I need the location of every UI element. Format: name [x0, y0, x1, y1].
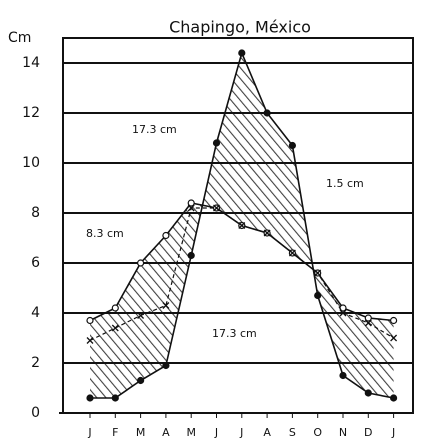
annotation: 8.3 cm — [86, 227, 124, 240]
point — [137, 376, 145, 385]
point — [111, 324, 119, 332]
y-tick-label: 8 — [31, 205, 40, 221]
point — [137, 259, 145, 267]
plot-frame — [62, 37, 414, 414]
x-tick-label: D — [364, 426, 372, 439]
point — [263, 109, 271, 117]
point — [162, 231, 170, 240]
point — [390, 316, 398, 325]
point — [238, 222, 246, 229]
x-tick-label: M — [136, 426, 146, 439]
point — [111, 394, 119, 402]
y-axis-label: Cm — [8, 30, 31, 46]
y-tick-label: 12 — [22, 105, 40, 121]
x-tick-label: J — [214, 426, 218, 439]
x-tick-label: A — [263, 426, 271, 439]
point — [288, 141, 296, 150]
annotation: 17.3 cm — [212, 327, 257, 340]
x-tick-label: A — [162, 426, 170, 439]
point — [137, 312, 145, 319]
point — [390, 394, 398, 402]
x-tick-label: N — [339, 426, 347, 439]
point — [339, 309, 347, 317]
annotation: 1.5 cm — [326, 177, 364, 190]
x-tick-label: J — [239, 426, 243, 439]
point — [162, 361, 170, 370]
point — [238, 49, 246, 57]
point — [339, 371, 347, 380]
y-tick-label: 0 — [31, 405, 40, 421]
y-tick-label: 4 — [31, 305, 40, 321]
point — [314, 269, 322, 277]
y-tick-label: 10 — [22, 155, 40, 171]
point — [364, 319, 372, 327]
annotation: 17.3 cm — [132, 123, 177, 136]
y-tick-label: 2 — [31, 355, 40, 371]
point — [162, 302, 170, 309]
point — [314, 291, 322, 300]
chart-title: Chapingo, México — [169, 18, 311, 37]
x-tick-label: J — [87, 426, 91, 439]
point — [86, 337, 94, 344]
point — [111, 304, 119, 312]
point — [187, 251, 195, 260]
x-tick-label: M — [186, 426, 196, 439]
point — [86, 316, 94, 325]
y-tick-label: 6 — [31, 255, 40, 271]
x-tick-label: S — [289, 426, 296, 439]
point — [390, 334, 398, 342]
y-tick-label: 14 — [22, 55, 40, 71]
point — [364, 314, 372, 322]
point — [187, 204, 195, 212]
point — [288, 249, 296, 257]
point — [364, 389, 372, 397]
point — [263, 229, 271, 237]
point — [187, 199, 195, 207]
point — [213, 204, 220, 212]
point — [86, 394, 94, 402]
x-tick-label: O — [313, 426, 322, 439]
x-tick-label: J — [391, 426, 395, 439]
x-tick-label: F — [112, 426, 118, 439]
point — [212, 139, 221, 147]
